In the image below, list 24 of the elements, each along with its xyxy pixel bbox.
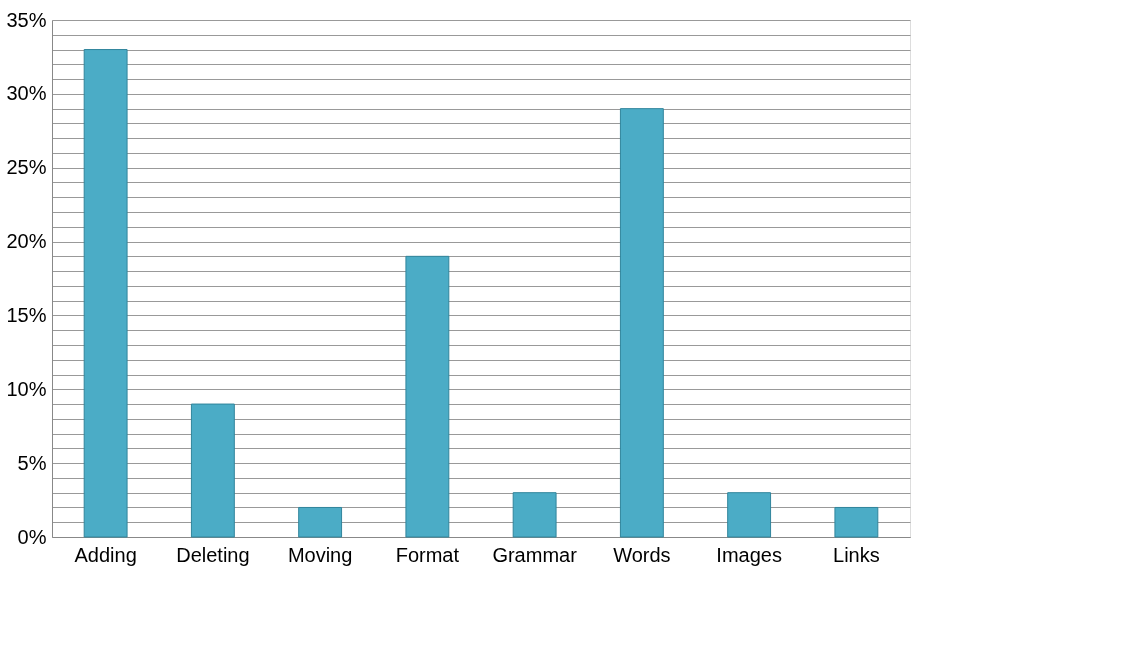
bar [298,506,343,538]
y-tick-label: 30% [6,82,47,105]
y-tick-label: 5% [17,451,47,474]
bar [405,255,450,538]
y-tick-label: 35% [6,8,47,31]
bar [619,108,664,538]
x-tick-label: Words [613,543,671,566]
x-tick-label: Images [716,543,782,566]
bar [190,403,235,538]
y-tick-label: 25% [6,156,47,179]
y-tick-label: 10% [6,377,47,400]
bar [512,492,557,538]
bar [834,506,879,538]
bar [83,49,128,538]
y-tick-label: 20% [6,230,47,253]
x-tick-label: Links [833,543,880,566]
y-tick-label: 15% [6,303,47,326]
x-tick-label: Moving [287,543,353,566]
y-tick-label: 0% [17,525,47,548]
x-tick-label: Format [395,543,460,566]
x-tick-label: Grammar [492,543,578,566]
bar [727,492,772,538]
x-tick-label: Deleting [176,543,250,566]
x-tick-label: Adding [74,543,137,566]
